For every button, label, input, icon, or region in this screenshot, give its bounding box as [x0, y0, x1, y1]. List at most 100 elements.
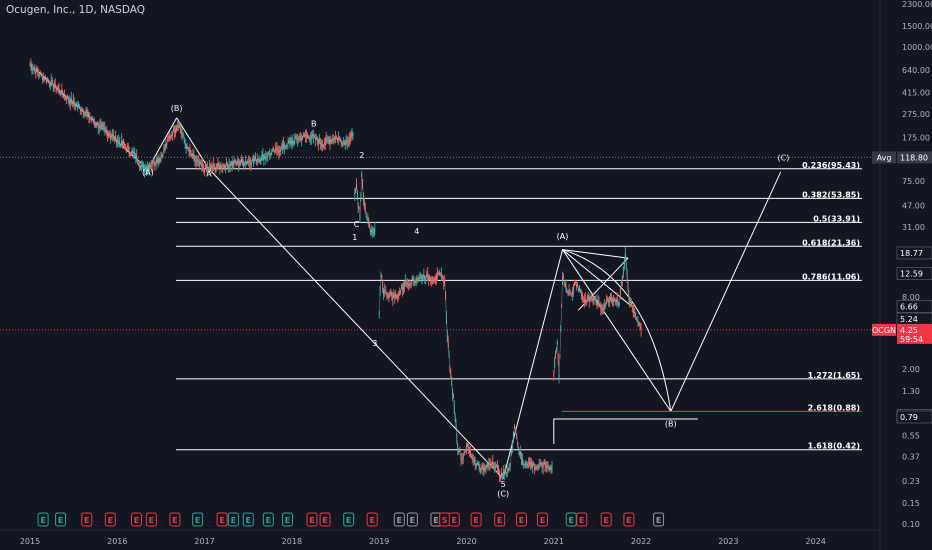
time-axis[interactable]: 2015 2016 2017 2018 2019 2020 2021 2022 2023 2024 [0, 529, 880, 546]
price-tag-value-box [897, 323, 932, 344]
earnings-marker[interactable]: E [565, 512, 577, 527]
wave-label: (B) [665, 419, 677, 428]
earnings-marker[interactable]: E [227, 512, 239, 527]
earnings-marker-label: E [134, 516, 139, 525]
earnings-marker-box [448, 512, 460, 527]
fib-arc[interactable] [562, 249, 672, 412]
target-bracket[interactable] [553, 418, 698, 444]
wave-label: 1 [352, 233, 357, 242]
earnings-marker[interactable]: E [406, 512, 418, 527]
y-tick-label: 2300.00 [902, 0, 932, 9]
earnings-marker[interactable]: E [37, 512, 49, 527]
price-tag-value-box [896, 246, 932, 260]
fib-level-label: 2.618(0.88) [808, 403, 860, 412]
earnings-marker-label: E [266, 516, 271, 525]
wave-line[interactable] [176, 117, 210, 170]
earnings-marker-label: E [579, 516, 584, 525]
fib-level-label: 1.618(0.42) [808, 442, 860, 451]
earnings-marker-label: S [442, 516, 448, 525]
earnings-marker-label: E [433, 516, 438, 525]
earnings-marker-label: E [569, 516, 574, 525]
earnings-marker-box [623, 512, 635, 527]
earnings-marker[interactable]: E [343, 512, 355, 527]
earnings-marker-box [55, 512, 67, 527]
earnings-marker-box [343, 512, 355, 527]
earnings-marker[interactable]: E [470, 512, 482, 527]
earnings-marker[interactable]: E [515, 512, 527, 527]
wave-drawings[interactable] [29, 63, 782, 480]
earnings-marker[interactable]: E [448, 512, 460, 527]
wave-label: (A) [142, 168, 154, 177]
price-tag-value: 4.25 [900, 326, 918, 335]
wave-label: B [311, 120, 317, 129]
earnings-marker[interactable]: E [319, 512, 331, 527]
x-tick-label: 2024 [806, 537, 826, 546]
earnings-marker-label: E [540, 516, 545, 525]
fib-level-label: 0.382(53.85) [802, 190, 860, 199]
earnings-marker-box [192, 512, 204, 527]
earnings-marker[interactable]: E [169, 512, 181, 527]
earnings-marker-label: E [410, 516, 415, 525]
earnings-marker[interactable]: E [262, 512, 274, 527]
earnings-marker[interactable]: E [576, 512, 588, 527]
earnings-marker-box [366, 512, 378, 527]
earnings-marker-label: E [195, 516, 200, 525]
earnings-marker[interactable]: E [600, 512, 612, 527]
wave-line[interactable] [562, 249, 672, 412]
y-tick-label: 8.00 [902, 293, 920, 302]
earnings-marker[interactable]: E [306, 512, 318, 527]
price-line [354, 173, 376, 234]
earnings-marker-box [515, 512, 527, 527]
earnings-marker[interactable]: E [494, 512, 506, 527]
earnings-marker-box [494, 512, 506, 527]
earnings-marker-box [104, 512, 116, 527]
triangle-line[interactable] [562, 249, 631, 306]
earnings-marker[interactable]: E [623, 512, 635, 527]
earnings-marker[interactable]: E [104, 512, 116, 527]
price-line [553, 252, 642, 380]
price-tag: Avg 118.80 [872, 151, 932, 164]
y-tick-label: 31.00 [902, 223, 925, 232]
earnings-marker-box [600, 512, 612, 527]
y-tick-label: 175.00 [902, 133, 930, 142]
earnings-marker[interactable]: E [55, 512, 67, 527]
earnings-marker[interactable]: E [131, 512, 143, 527]
wave-line[interactable] [208, 168, 504, 480]
fib-level-label: 0.618(21.36) [802, 238, 860, 247]
y-tick-label: 0.55 [902, 432, 920, 441]
earnings-marker-label: E [246, 516, 251, 525]
y-tick-label: 0.10 [902, 520, 920, 529]
wave-label: 2 [359, 151, 364, 160]
x-tick-label: 2015 [20, 537, 40, 546]
earnings-marker[interactable]: S [439, 512, 451, 527]
earnings-marker[interactable]: E [192, 512, 204, 527]
fib-level-label: 0.236(95.43) [802, 161, 860, 170]
y-tick-label: 75.00 [902, 177, 925, 186]
wave-line[interactable] [670, 171, 782, 412]
earnings-marker-box [145, 512, 157, 527]
y-tick-label: 0.23 [902, 477, 920, 486]
earnings-marker[interactable]: E [216, 512, 228, 527]
earnings-marker-box [406, 512, 418, 527]
earnings-marker[interactable]: E [653, 512, 665, 527]
triangle-line[interactable] [562, 249, 629, 259]
earnings-marker[interactable]: E [145, 512, 157, 527]
earnings-marker[interactable]: E [366, 512, 378, 527]
earnings-marker-label: E [497, 516, 502, 525]
earnings-marker[interactable]: E [242, 512, 254, 527]
earnings-marker[interactable]: E [393, 512, 405, 527]
y-tick-label: 0.15 [902, 499, 920, 508]
earnings-marker-box [242, 512, 254, 527]
x-tick-label: 2020 [456, 537, 476, 546]
wave-label: 3 [372, 339, 377, 348]
price-tag: 18.77 [896, 246, 932, 260]
earnings-marker[interactable]: E [81, 512, 93, 527]
wave-label: 4 [414, 227, 419, 236]
price-series [29, 58, 642, 483]
earnings-marker[interactable]: E [536, 512, 548, 527]
earnings-marker-box [227, 512, 239, 527]
earnings-marker[interactable]: E [282, 512, 294, 527]
